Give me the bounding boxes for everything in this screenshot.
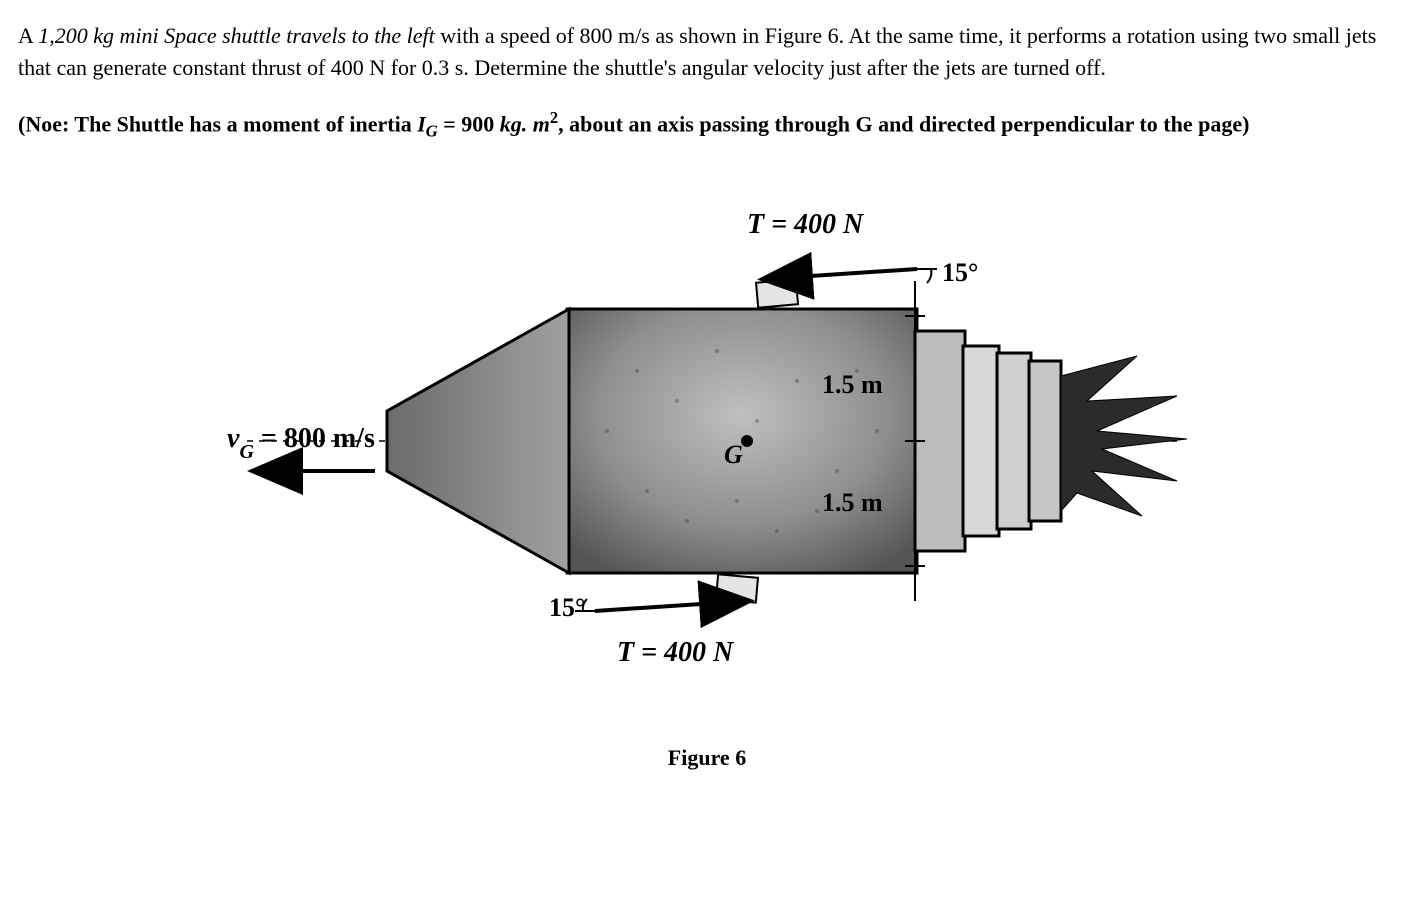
thrust-bottom-arrow	[595, 601, 747, 611]
exhaust-flame	[1061, 356, 1187, 516]
note-I: I	[417, 111, 426, 136]
angle-top-label: 15°	[942, 258, 978, 287]
note-sup: 2	[550, 108, 558, 127]
center-g-label: G	[724, 440, 743, 469]
velocity-label: vG = 800 m/s	[227, 423, 375, 463]
engine-nozzles	[963, 346, 1061, 536]
figure-caption: Figure 6	[18, 742, 1396, 774]
thrust-bottom-label: T = 400 N	[617, 637, 735, 668]
shuttle-diagram: G 1.5 m 1.5 m T = 400 N 15° T = 400 N 15…	[217, 171, 1197, 691]
dist-bottom-label: 1.5 m	[822, 488, 883, 517]
jet-bottom	[716, 575, 758, 603]
problem-italic: 1,200 kg mini Space shuttle travels to t…	[38, 23, 440, 48]
figure-container: G 1.5 m 1.5 m T = 400 N 15° T = 400 N 15…	[18, 171, 1396, 774]
note-kg: kg. m	[500, 111, 550, 136]
note-sub: G	[426, 122, 438, 141]
shuttle-nose	[387, 309, 569, 573]
center-g-dot	[741, 435, 753, 447]
angle-top-arc	[927, 269, 931, 283]
problem-statement: A 1,200 kg mini Space shuttle travels to…	[18, 20, 1396, 84]
note-suffix: , about an axis passing through G and di…	[558, 111, 1249, 136]
angle-bottom-label: 15°	[549, 593, 585, 622]
dist-top-label: 1.5 m	[822, 370, 883, 399]
note-equals: = 900	[438, 111, 500, 136]
jet-top	[756, 280, 798, 308]
problem-prefix: A	[18, 23, 38, 48]
note-line: (Noe: The Shuttle has a moment of inerti…	[18, 106, 1396, 144]
note-prefix: (Noe: The Shuttle has a moment of inerti…	[18, 111, 417, 136]
thrust-top-arrow	[765, 269, 917, 279]
thrust-top-label: T = 400 N	[747, 209, 865, 240]
